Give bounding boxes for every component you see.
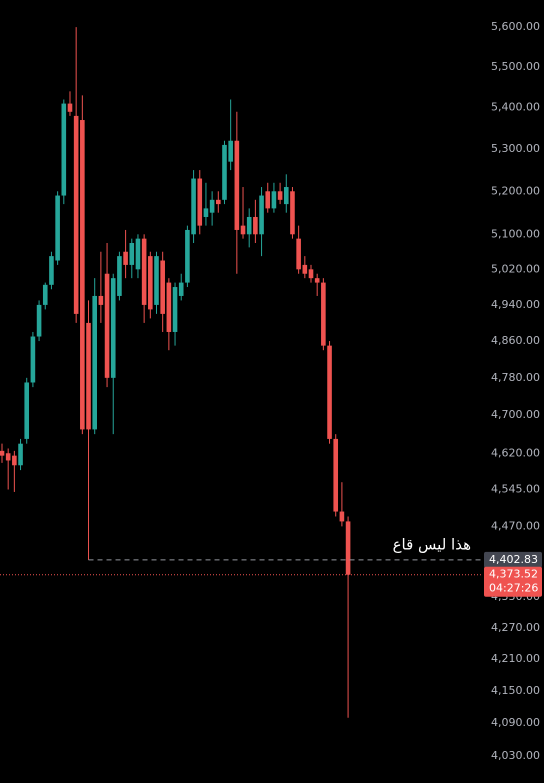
candle-body [160, 260, 165, 314]
candle-body [240, 225, 246, 235]
candle-body [296, 238, 301, 270]
y-tick-label: 4,030.00 [491, 749, 540, 762]
candle-body [222, 144, 227, 200]
candle-body [129, 243, 135, 265]
y-tick-label: 4,860.00 [491, 334, 540, 347]
y-tick-label: 4,090.00 [491, 716, 540, 729]
candle-body [98, 295, 104, 305]
candle-body [191, 178, 196, 235]
candle-body [283, 187, 289, 205]
candle-body [86, 322, 91, 430]
candle-body [172, 287, 178, 332]
y-tick-label: 5,500.00 [491, 60, 540, 73]
candle-body [148, 256, 153, 310]
y-tick-label: 4,700.00 [491, 408, 540, 421]
candle-body [49, 256, 54, 285]
candle-body [110, 278, 116, 378]
level-label: 4,402.83 [489, 553, 538, 566]
candle-body [333, 438, 339, 512]
candle-body [321, 282, 326, 346]
candle-body [30, 336, 36, 383]
candle-body [216, 199, 221, 205]
candle-body [234, 140, 240, 230]
y-tick-label: 5,300.00 [491, 142, 540, 155]
candle-body [209, 199, 215, 213]
candle-body [265, 191, 271, 209]
y-tick-label: 5,100.00 [491, 227, 540, 240]
y-tick-label: 5,020.00 [491, 262, 540, 275]
candle-body [80, 120, 85, 430]
countdown: 04:27:26 [489, 582, 538, 595]
candle-body [203, 208, 209, 217]
candle-body [18, 443, 23, 466]
candle-body [271, 191, 277, 209]
y-tick-label: 5,600.00 [491, 20, 540, 33]
candle-body [135, 238, 141, 270]
candle-body [345, 521, 351, 575]
y-tick-label: 4,780.00 [491, 371, 540, 384]
candle-body [246, 216, 252, 235]
candle-body [117, 256, 122, 296]
candle-body [12, 455, 17, 466]
candle-body [185, 229, 190, 283]
candle-body [123, 251, 128, 265]
candle-body [308, 269, 314, 279]
level-label-box [484, 551, 542, 568]
annotation: هذا ليس قاع [393, 535, 471, 553]
candle-body [42, 284, 48, 305]
candle-body [253, 216, 258, 235]
y-tick-label: 5,400.00 [491, 101, 540, 114]
y-tick-label: 4,270.00 [491, 621, 540, 634]
y-tick-label: 4,545.00 [491, 483, 540, 496]
candle-body [61, 103, 67, 196]
candle-body [339, 511, 345, 522]
candle-body [166, 282, 172, 332]
candle-body [327, 345, 332, 439]
candle-body [259, 195, 264, 235]
y-tick-label: 4,620.00 [491, 446, 540, 459]
candle-body [67, 103, 73, 112]
y-tick-label: 5,200.00 [491, 184, 540, 197]
candle-body [141, 238, 147, 305]
y-tick-label: 4,210.00 [491, 652, 540, 665]
y-tick-label: 4,150.00 [491, 684, 540, 697]
candle-body [92, 295, 97, 430]
candle-body [178, 282, 184, 296]
candle-body [314, 278, 320, 283]
candle-body [5, 453, 11, 461]
candle-body [73, 115, 79, 314]
candle-body [228, 140, 233, 162]
candle-body [55, 195, 60, 261]
candle-body [197, 178, 203, 226]
y-tick-label: 4,470.00 [491, 519, 540, 532]
candle-body [0, 450, 5, 456]
y-tick-label: 4,940.00 [491, 298, 540, 311]
price-label-box [484, 566, 542, 597]
price-label: 4,373.52 [489, 568, 538, 581]
candle-body [277, 191, 283, 200]
candle-body [104, 273, 110, 378]
candle-body [290, 191, 295, 235]
candle-body [154, 256, 159, 305]
candle-body [24, 382, 30, 439]
candle-body [36, 304, 42, 337]
candle-body [302, 264, 308, 274]
